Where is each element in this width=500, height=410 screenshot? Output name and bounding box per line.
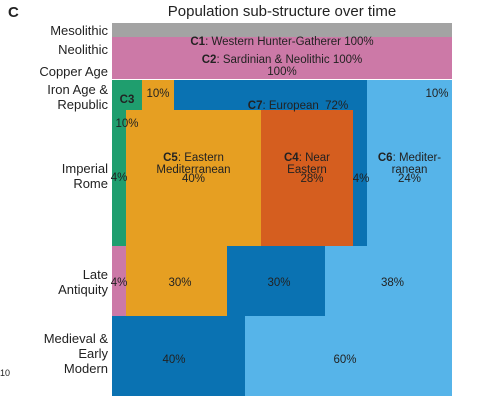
value-c7-iron: 72%	[325, 100, 349, 112]
period-label-medieval: Medieval & Early Modern	[43, 331, 108, 376]
period-label-neolithic: Neolithic	[58, 42, 108, 57]
block-c6-medieval	[245, 316, 452, 396]
period-label-mesolithic: Mesolithic	[50, 23, 108, 38]
component-name-c2: Sardinian & Neolithic	[222, 54, 330, 66]
block-c1-mesolithic	[112, 23, 452, 37]
value-c7-rome: 4%	[352, 173, 370, 185]
panel-letter: C	[8, 4, 19, 21]
period-label-iron-age: Iron Age & Republic	[47, 82, 108, 112]
block-c2-neolithic	[112, 37, 452, 60]
period-label-late-antiquity: Late Antiquity	[58, 267, 108, 297]
label-c1: C1: Western Hunter-Gatherer 100%	[190, 36, 374, 48]
component-id-c6: C6	[377, 152, 393, 164]
component-id-c5: C5	[163, 152, 178, 164]
component-id-c1: C1	[190, 36, 206, 48]
value-c6-medieval: 60%	[333, 354, 357, 366]
row-separator	[112, 79, 452, 80]
block-c6-late	[325, 246, 452, 316]
value-c5-iron: 10%	[146, 88, 170, 100]
value-c5-late: 30%	[168, 277, 192, 289]
label-c5-rome: C5: Eastern Mediterranean	[156, 152, 231, 176]
label-c4-rome: C4: Near Eastern	[283, 152, 331, 176]
value-c6-rome: 24%	[397, 173, 422, 185]
block-c7-medieval	[112, 316, 245, 396]
label-c2: C2: Sardinian & Neolithic 100%	[201, 54, 363, 66]
value-c2-copper-age: 100%	[267, 66, 297, 78]
block-c7-late	[227, 246, 325, 316]
block-c5-rome	[126, 110, 261, 246]
value-c6-late: 38%	[380, 277, 405, 289]
block-c2-late	[112, 246, 126, 316]
value-c2-neolithic: 100%	[332, 54, 363, 66]
value-c3-rome: 4%	[110, 172, 128, 184]
value-c1-mesolithic: 100%	[344, 36, 374, 48]
value-c2-late: 4%	[110, 277, 128, 289]
component-id-c2: C2	[201, 54, 217, 66]
label-c6-rome: C6: Mediter- ranean	[377, 152, 442, 176]
value-c7-medieval: 40%	[162, 354, 186, 366]
period-label-imperial-rome: Imperial Rome	[61, 161, 108, 191]
chart-title: Population sub-structure over time	[167, 3, 397, 20]
block-c4-rome	[261, 110, 353, 246]
block-c5-late	[126, 246, 227, 316]
block-c3-iron	[112, 80, 142, 110]
component-id-c3: C3	[119, 94, 135, 106]
component-name-c5: Eastern Mediterranean	[156, 152, 231, 176]
component-name-c4: Near Eastern	[287, 152, 331, 176]
block-c3-rome	[112, 110, 126, 246]
label-c3-iron: C3 10%	[112, 82, 142, 130]
value-c6-iron: 10%	[425, 88, 449, 100]
component-name-c7: European	[268, 100, 319, 112]
block-c7-rome	[353, 110, 367, 246]
component-name-c6: Mediter- ranean	[391, 152, 442, 176]
period-label-copper-age: Copper Age	[39, 64, 108, 79]
value-c7-late: 30%	[267, 277, 291, 289]
value-c3-iron: 10%	[115, 118, 139, 130]
value-c5-rome: 40%	[181, 173, 206, 185]
component-name-c1: Western Hunter-Gatherer	[211, 36, 341, 48]
edge-mark: 10	[0, 368, 11, 378]
label-c7-iron: C7: European 72%	[247, 100, 349, 112]
block-c6-iron-top	[422, 80, 452, 110]
component-id-c4: C4	[283, 152, 299, 164]
block-c2-copper-age	[112, 60, 452, 80]
block-c5-iron	[142, 80, 174, 110]
component-id-c7: C7	[247, 100, 263, 112]
value-c4-rome: 28%	[300, 173, 324, 185]
